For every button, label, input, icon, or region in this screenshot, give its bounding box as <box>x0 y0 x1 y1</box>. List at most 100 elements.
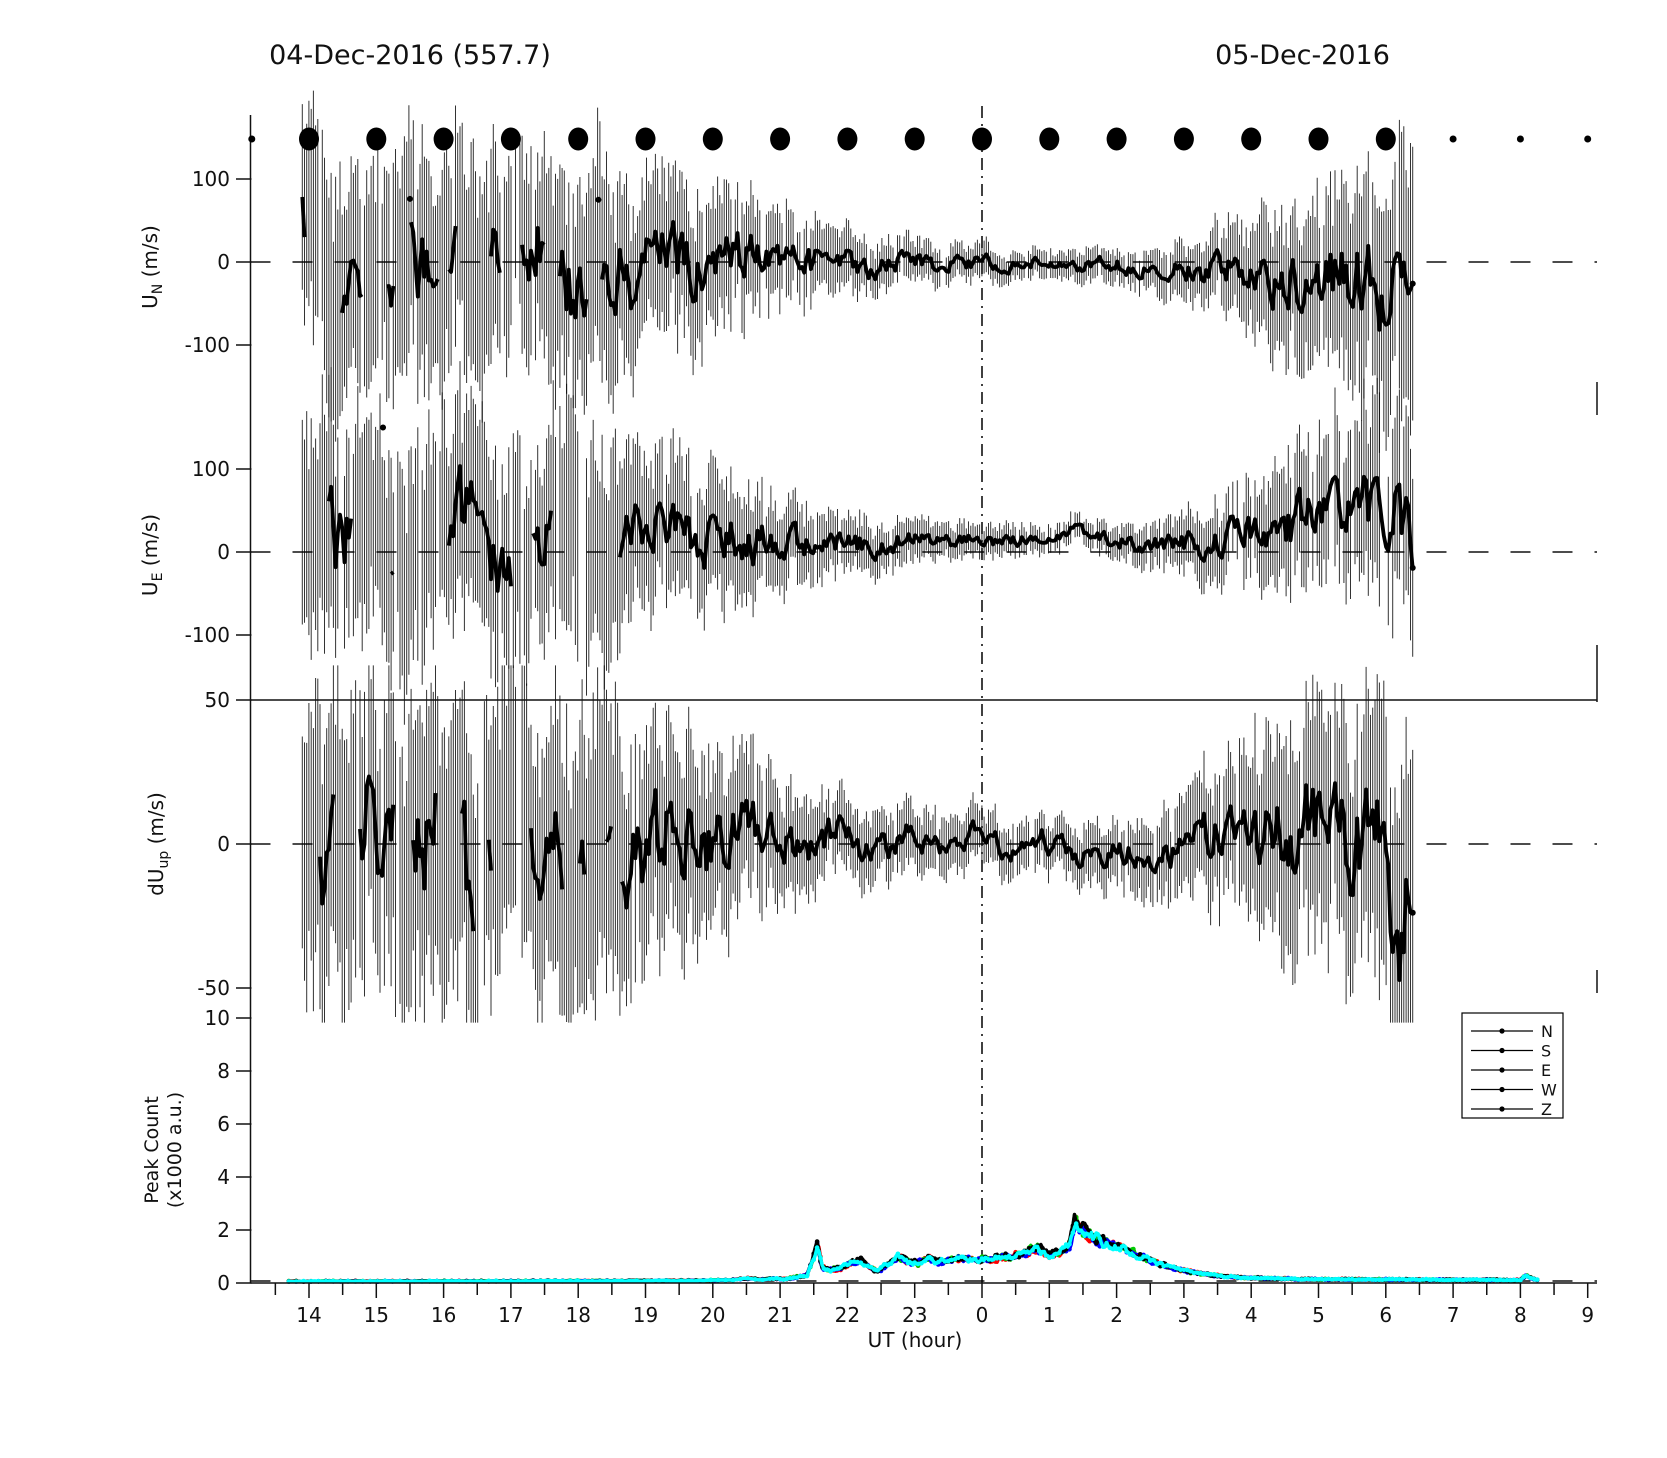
u_n-stray-point <box>595 196 602 203</box>
y-axis-label-duup: dUup (m/s) <box>144 744 172 944</box>
top-dot-small <box>1449 135 1457 143</box>
u_n-stray-point <box>406 195 413 202</box>
legend-label: E <box>1541 1061 1551 1080</box>
top-dot-large <box>837 127 858 151</box>
y-label-peak-line2: (x1000 a.u.) <box>164 1091 186 1209</box>
y-tick-label: 6 <box>217 1112 230 1136</box>
y-tick-label: 4 <box>217 1165 230 1189</box>
y-tick-label: -100 <box>185 623 230 647</box>
top-dot-large <box>500 127 521 151</box>
y-label-un-unit: (m/s) <box>138 225 162 284</box>
top-marker-dots <box>248 127 1592 151</box>
y-tick-label: 0 <box>217 250 230 274</box>
title-date-left: 04-Dec-2016 (557.7) <box>269 40 551 71</box>
y-label-duup-sub: up <box>156 850 172 869</box>
x-tick-label: 22 <box>835 1303 860 1327</box>
legend-entry-S: S <box>1471 1042 1551 1061</box>
top-dot-large <box>1106 127 1127 151</box>
x-tick-label: 21 <box>767 1303 792 1327</box>
du_up-end-marker <box>1409 909 1416 916</box>
y-tick-label: -100 <box>185 333 230 357</box>
peak-series-E <box>286 1221 1540 1284</box>
u_e-end-marker <box>1409 564 1416 571</box>
top-dot-large <box>1039 127 1060 151</box>
title-date-right: 05-Dec-2016 <box>1215 40 1390 71</box>
top-dot-large <box>702 127 723 151</box>
zero-reference-lines <box>250 261 1597 1282</box>
y-axis-label-peakcount: Peak Count (x1000 a.u.) <box>141 1040 189 1260</box>
x-tick-label: 16 <box>431 1303 456 1327</box>
x-tick-label: 17 <box>498 1303 523 1327</box>
y-label-peak-line1: Peak Count <box>141 1096 163 1204</box>
u_e-mean-line <box>327 424 1416 593</box>
x-axis-label: UT (hour) <box>867 1328 963 1352</box>
top-dot-large <box>770 127 791 151</box>
x-ticks-and-labels: 14 15 16 17 18 19 20 21 22 23 0 1 2 3 4 5 6 7 8 9 <box>274 1283 1594 1327</box>
y-label-duup-unit: (m/s) <box>144 792 168 851</box>
top-dot-large <box>1241 127 1262 151</box>
x-tick-label: 2 <box>1110 1303 1123 1327</box>
legend-entry-N: N <box>1471 1022 1553 1041</box>
top-dot-large <box>299 127 319 151</box>
y-label-ue-main: U <box>138 581 162 597</box>
peak-count-series <box>286 1212 1540 1284</box>
y-tick-label: 10 <box>205 1006 230 1030</box>
x-tick-label: 7 <box>1447 1303 1460 1327</box>
y-label-un-sub: N <box>150 283 166 295</box>
du_up-mean-line <box>318 774 1416 982</box>
y-ticks-and-labels: 100 0 -100 100 0 -100 50 0 -50 10 8 6 4 2 0 <box>185 167 252 1295</box>
x-tick-label: 8 <box>1514 1303 1527 1327</box>
y-tick-label: 0 <box>217 540 230 564</box>
y-label-ue-sub: E <box>150 572 166 582</box>
x-tick-label: 20 <box>700 1303 725 1327</box>
x-tick-label: 0 <box>976 1303 989 1327</box>
y-tick-label: 100 <box>192 457 230 481</box>
x-tick-label: 9 <box>1581 1303 1594 1327</box>
axes-frame <box>249 115 1598 1284</box>
top-dot-large <box>366 127 387 151</box>
y-tick-label: 0 <box>217 832 230 856</box>
legend-entry-E: E <box>1471 1061 1551 1080</box>
x-tick-label: 15 <box>364 1303 389 1327</box>
top-dot-large <box>1308 127 1329 151</box>
top-dot-large <box>635 127 656 151</box>
x-tick-label: 5 <box>1312 1303 1325 1327</box>
y-axis-label-ue: UE (m/s) <box>138 455 166 655</box>
top-dot-large <box>972 127 992 151</box>
x-tick-label: 18 <box>565 1303 590 1327</box>
y-label-ue-unit: (m/s) <box>138 513 162 573</box>
legend-marker-dot <box>1499 1086 1505 1093</box>
legend-label: W <box>1541 1081 1557 1100</box>
legend-entry-Z: Z <box>1471 1100 1552 1119</box>
peak-series-N <box>286 1214 1540 1284</box>
y-tick-label: 8 <box>217 1059 230 1083</box>
top-dot-large <box>904 127 925 151</box>
x-tick-label: 23 <box>902 1303 927 1327</box>
y-tick-label: -50 <box>197 976 230 1000</box>
legend-marker-dot <box>1499 1028 1505 1034</box>
y-tick-label: 50 <box>205 688 230 712</box>
x-tick-label: 1 <box>1043 1303 1056 1327</box>
top-dot-large <box>568 127 589 151</box>
top-dot-large <box>1173 127 1194 151</box>
legend-marker-dot <box>1499 1047 1505 1054</box>
top-dot-small <box>1584 135 1592 143</box>
legend-marker-dot <box>1499 1106 1505 1112</box>
peak-series-S <box>286 1213 1540 1284</box>
legend-label: N <box>1541 1022 1553 1041</box>
peak-series-W <box>286 1212 1540 1284</box>
u_n-mean-line <box>300 195 1416 332</box>
y-axis-label-un: UN (m/s) <box>138 167 166 367</box>
legend-marker-dot <box>1499 1067 1505 1073</box>
y-tick-label: 0 <box>217 1271 230 1295</box>
y-tick-label: 100 <box>192 167 230 191</box>
y-tick-label: 2 <box>217 1218 230 1242</box>
y-label-un-main: U <box>138 294 162 309</box>
x-tick-label: 6 <box>1379 1303 1392 1327</box>
top-dot-small <box>1516 135 1524 143</box>
top-dot-large <box>1375 127 1396 151</box>
legend-label: Z <box>1541 1100 1552 1119</box>
